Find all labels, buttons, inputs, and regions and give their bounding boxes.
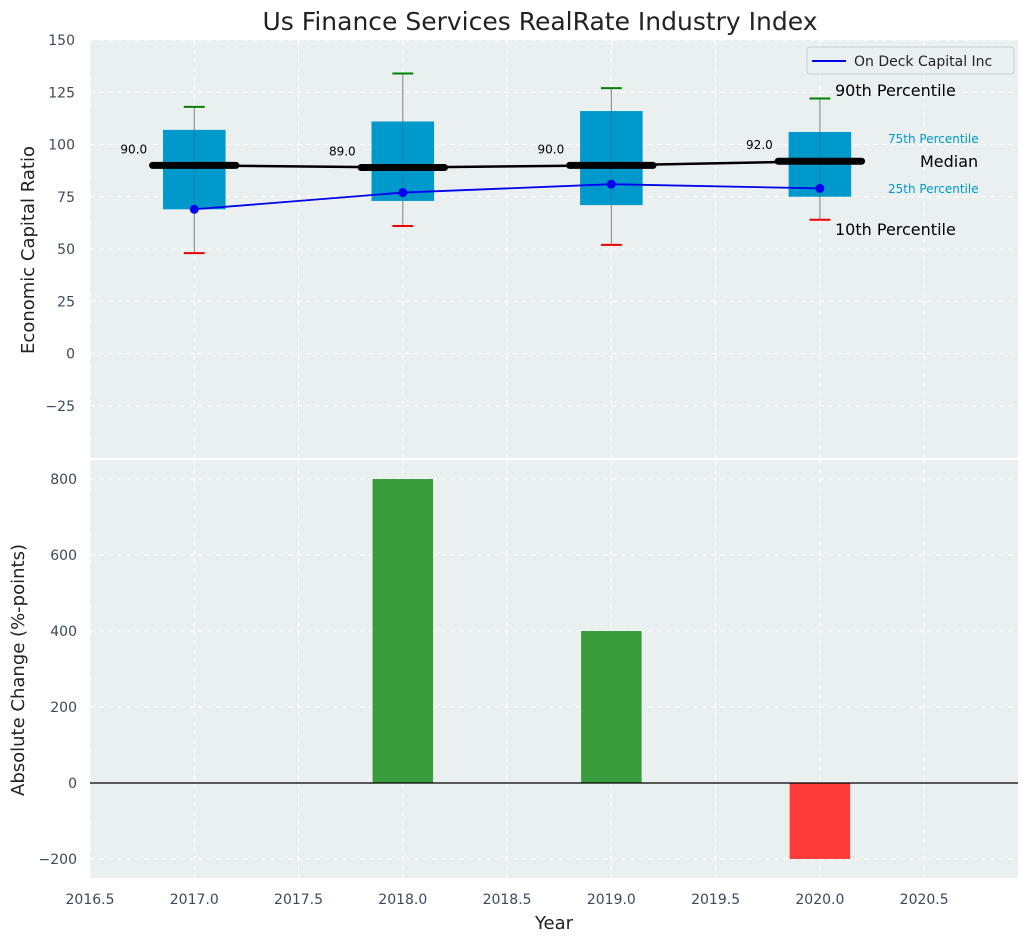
top-y-tick-4: 75 <box>57 190 75 206</box>
annotation-90th: 90th Percentile <box>835 81 956 100</box>
legend-box <box>806 46 1015 75</box>
annotation-75th: 75th Percentile <box>888 132 979 146</box>
bottom-y-tick-0: −200 <box>39 852 77 868</box>
median-label-2019: 90.0 <box>538 142 565 156</box>
bottom-y-tick-2: 200 <box>50 700 77 716</box>
median-label-2020: 92.0 <box>746 138 773 152</box>
x-tick-3: 2018.0 <box>378 892 427 908</box>
annotation-25th: 25th Percentile <box>888 182 979 196</box>
top-y-tick-5: 100 <box>48 138 75 154</box>
bar-2018 <box>372 479 434 783</box>
bottom-y-tick-3: 400 <box>50 624 77 640</box>
x-tick-5: 2019.0 <box>587 892 636 908</box>
x-ticks: 2016.5 2017.0 2017.5 2018.0 2018.5 2019.0 2019… <box>66 892 949 908</box>
median-label-2017: 90.0 <box>120 142 147 156</box>
x-tick-8: 2020.5 <box>900 892 949 908</box>
series-line-0 <box>194 183 820 211</box>
series-group <box>189 179 825 214</box>
series-point-2020 <box>815 183 825 193</box>
series-point-2018 <box>398 188 408 198</box>
chart-title: Us Finance Services RealRate Industry In… <box>263 7 818 36</box>
bottom-y-axis-label: Absolute Change (%-points) <box>8 544 29 796</box>
top-y-tick-2: 25 <box>57 294 75 310</box>
x-tick-2: 2017.5 <box>274 892 323 908</box>
median-line-group <box>194 159 820 169</box>
bottom-panel-background <box>90 460 1018 878</box>
x-tick-1: 2017.0 <box>170 892 219 908</box>
top-y-ticks: −25 0 25 50 75 100 125 150 <box>45 33 75 415</box>
bottom-y-tick-4: 600 <box>50 548 77 564</box>
bottom-y-tick-5: 800 <box>50 472 77 488</box>
top-y-tick-3: 50 <box>57 242 75 258</box>
bar-2020 <box>789 783 851 859</box>
annotation-10th: 10th Percentile <box>835 220 956 239</box>
top-y-tick-7: 150 <box>48 33 75 49</box>
percentile-annotations: 90th Percentile 75th Percentile Median 2… <box>835 81 979 239</box>
annotation-median: Median <box>920 152 978 171</box>
top-grid <box>89 39 1018 458</box>
median-label-2018: 89.0 <box>329 144 356 158</box>
top-y-tick-0: −25 <box>45 399 75 415</box>
legend: On Deck Capital Inc <box>806 46 1015 75</box>
x-axis-label: Year <box>534 913 574 934</box>
series-point-2019 <box>606 179 616 189</box>
median-trend-line <box>194 159 820 169</box>
top-y-axis-label: Economic Capital Ratio <box>18 146 39 354</box>
bottom-y-tick-1: 0 <box>68 776 77 792</box>
top-panel: −25 0 25 50 75 100 125 150 90.0 89.0 90.0 92.0 90t… <box>18 7 1018 458</box>
bottom-panel: −200 0 200 400 600 800 2016.5 2017.0 2017.5 2018… <box>8 460 1018 934</box>
legend-label: On Deck Capital Inc <box>854 54 992 70</box>
x-tick-4: 2018.5 <box>483 892 532 908</box>
x-tick-0: 2016.5 <box>66 892 115 908</box>
bar-group <box>372 479 851 859</box>
series-point-2017 <box>189 204 199 214</box>
top-y-tick-1: 0 <box>66 347 75 363</box>
bar-2019 <box>581 631 642 783</box>
top-y-tick-6: 125 <box>48 85 75 101</box>
x-tick-6: 2019.5 <box>691 892 740 908</box>
x-tick-7: 2020.0 <box>795 892 844 908</box>
bottom-y-ticks: −200 0 200 400 600 800 <box>39 472 77 868</box>
